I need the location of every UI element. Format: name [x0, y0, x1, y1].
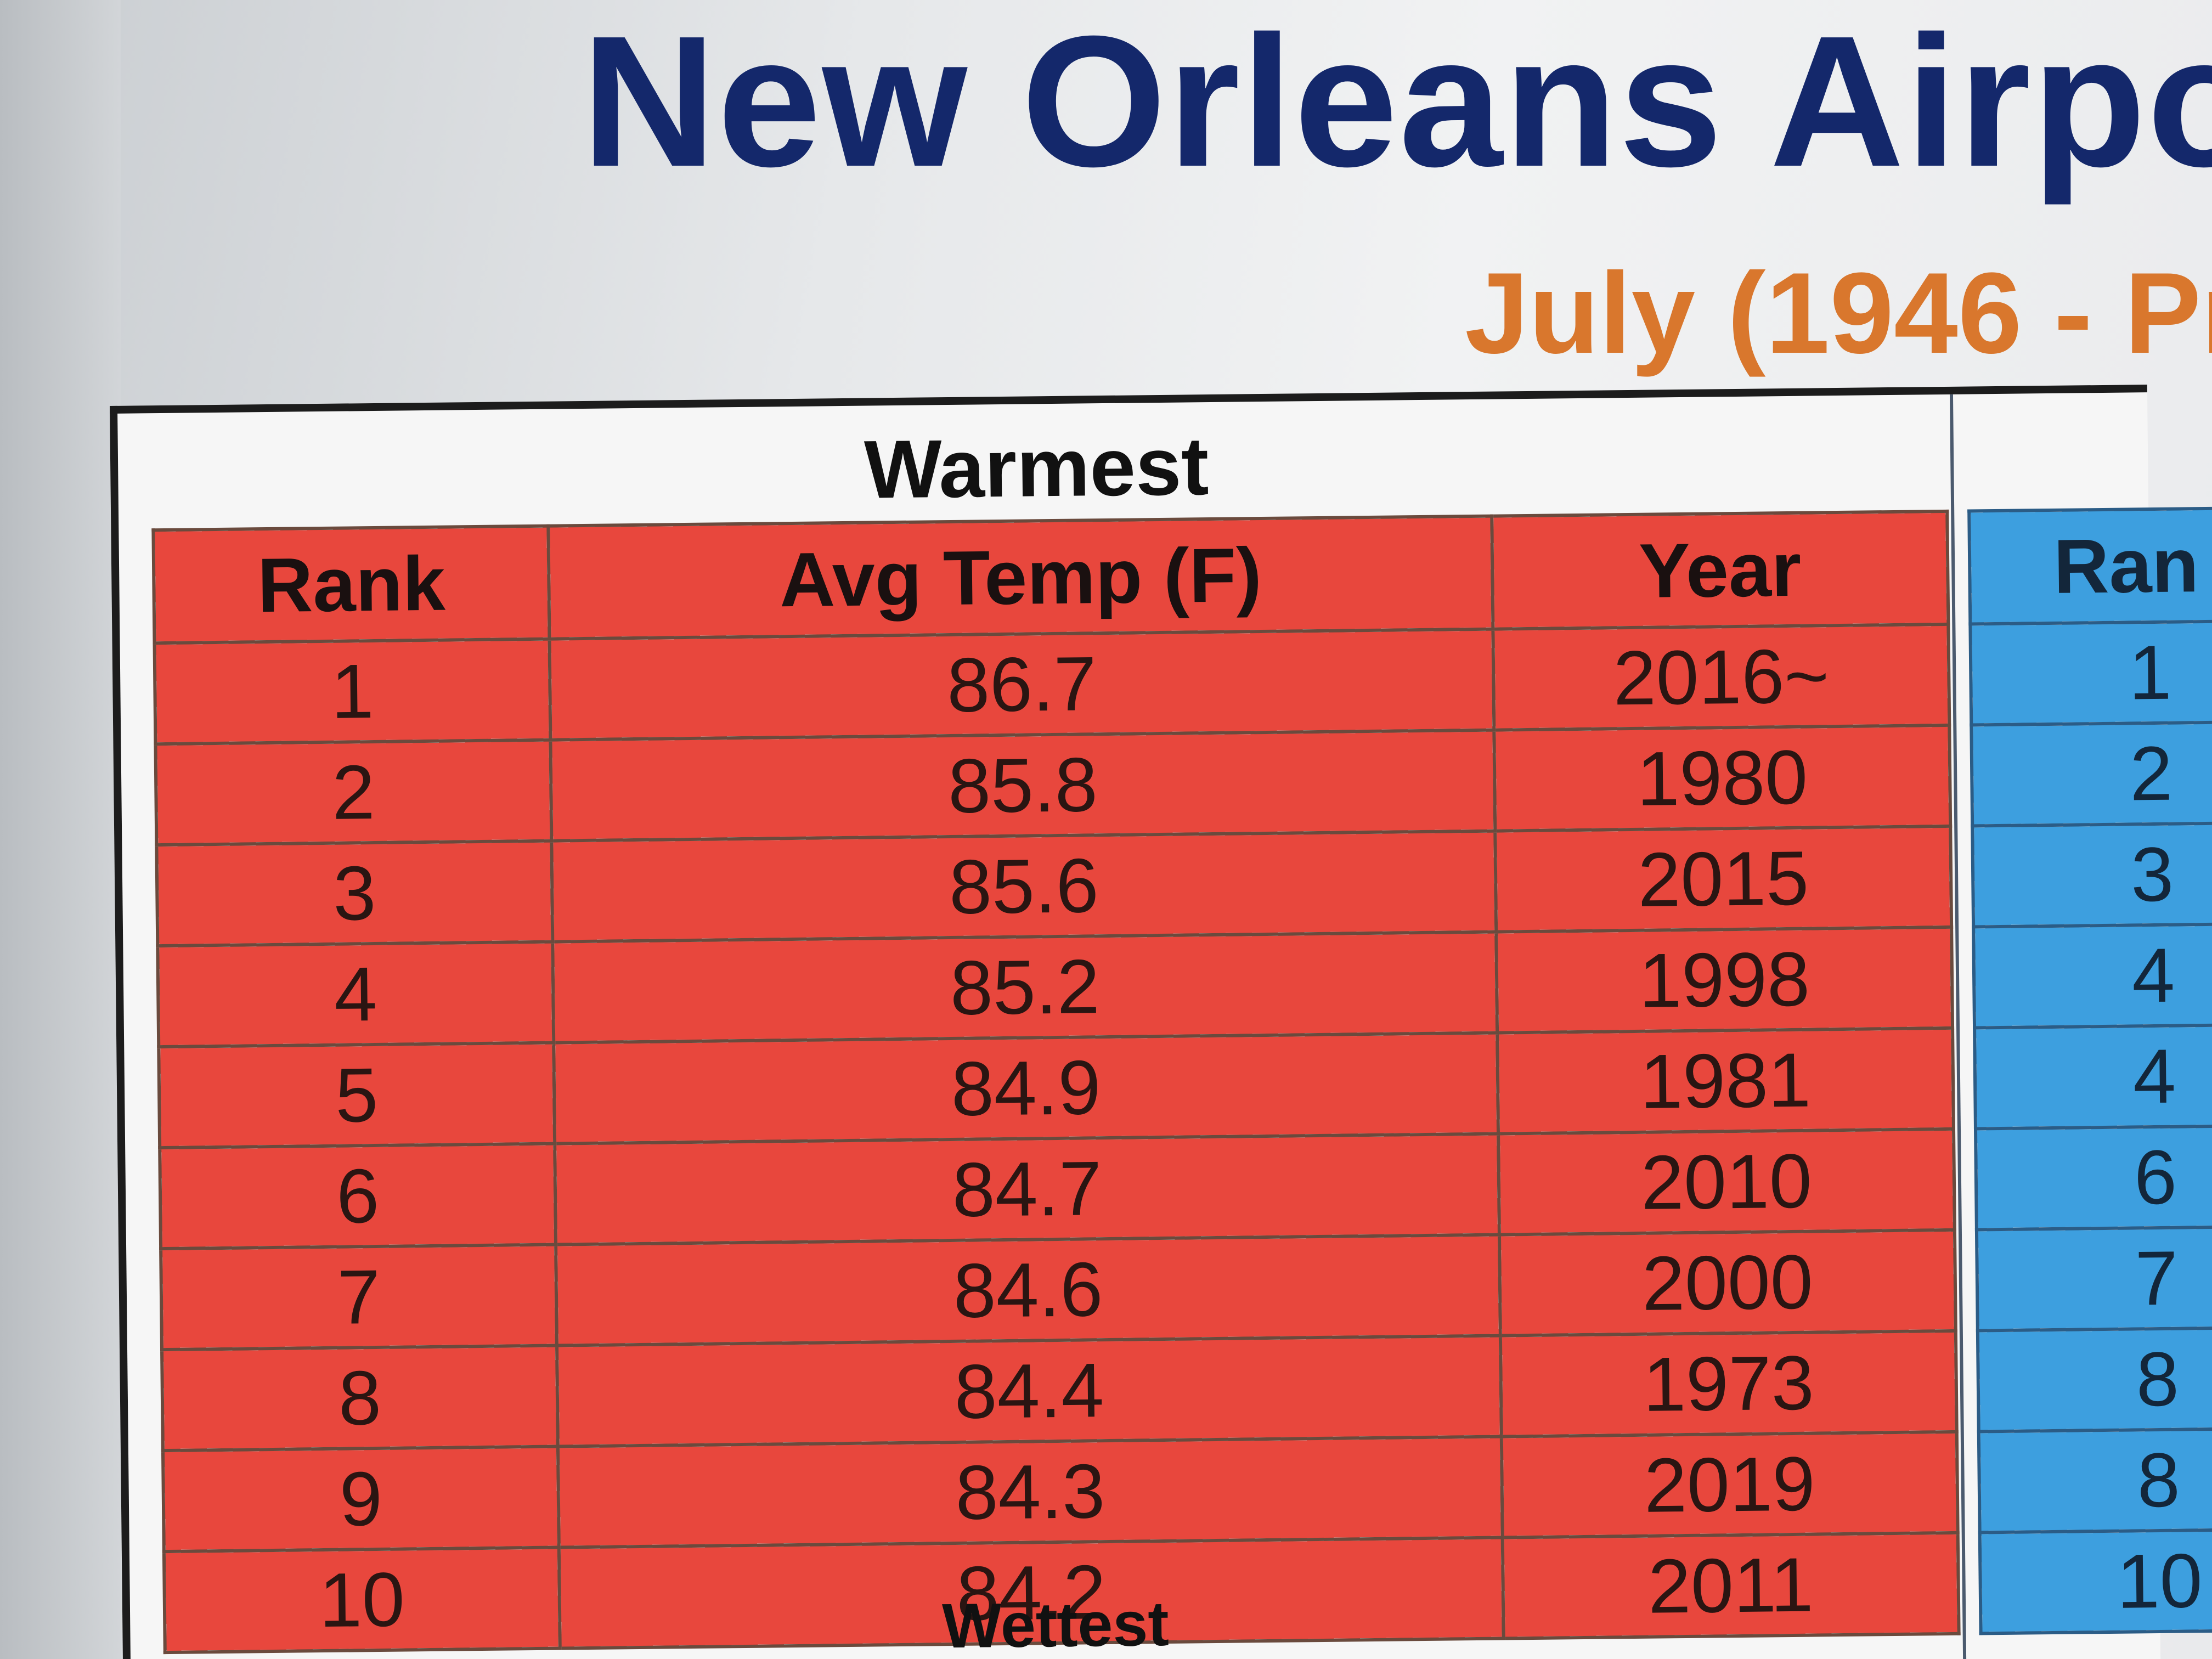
column-header-rank: Rank [153, 526, 550, 644]
year-cell: 2000 [1499, 1229, 1956, 1336]
warmest-heading: Warmest [864, 420, 1210, 516]
temp-cell: 85.8 [550, 730, 1496, 841]
year-cell: 2011 [1502, 1532, 1959, 1639]
rank-cell: 2 [1971, 721, 2212, 826]
warmest-header-row: Rank Avg Temp (F) Year [153, 511, 1949, 644]
table-row: 4 [1973, 923, 2212, 1028]
rank-cell: 1 [1970, 620, 2212, 725]
rank-cell: 10 [1979, 1528, 2212, 1634]
table-row: 10 [1979, 1528, 2212, 1634]
rank-cell: 4 [1973, 923, 2212, 1028]
rank-cell: 8 [162, 1345, 558, 1451]
rank-cell: 3 [156, 840, 553, 946]
records-table-frame: Warmest Rank Avg Temp (F) Year 1 86.7 20… [110, 385, 2212, 1659]
rank-cell: 9 [162, 1446, 559, 1552]
column-header-avg-temp: Avg Temp (F) [548, 516, 1493, 639]
table-row: 4 85.2 1998 [157, 927, 1953, 1047]
year-cell: 2016~ [1493, 624, 1950, 730]
year-cell: 1998 [1496, 927, 1953, 1033]
table-row: 1 [1970, 620, 2212, 725]
table-row: 1 86.7 2016~ [154, 624, 1950, 744]
coolest-header-row: Ran [1969, 507, 2212, 624]
year-cell: 2019 [1501, 1431, 1958, 1538]
year-cell: 1981 [1497, 1028, 1954, 1134]
temp-cell: 84.6 [556, 1234, 1500, 1346]
table-row: 3 [1972, 822, 2212, 927]
temp-cell: 84.4 [556, 1335, 1502, 1447]
coolest-table: Ran 1 2 3 4 4 6 7 8 8 10 [1967, 506, 2212, 1635]
table-row: 6 [1975, 1125, 2212, 1230]
table-row: 9 84.3 2019 [162, 1431, 1958, 1552]
temp-cell: 86.7 [549, 629, 1494, 740]
rank-cell: 1 [154, 639, 551, 744]
rank-cell: 2 [155, 740, 552, 845]
table-row: 8 [1977, 1327, 2212, 1432]
year-cell: 2010 [1498, 1128, 1955, 1235]
year-cell: 2015 [1495, 826, 1952, 932]
column-header-rank-cool: Ran [1969, 507, 2212, 624]
table-row: 4 [1974, 1024, 2212, 1129]
table-row: 3 85.6 2015 [156, 826, 1952, 946]
table-row: 5 84.9 1981 [159, 1028, 1954, 1148]
rank-cell: 8 [1977, 1327, 2212, 1432]
temp-cell: 84.7 [555, 1133, 1499, 1245]
rank-cell: 8 [1978, 1427, 2212, 1533]
rank-cell: 4 [1974, 1024, 2212, 1129]
page-subtitle: July (1946 - Pre [1465, 249, 2212, 377]
temp-cell: 85.2 [552, 932, 1498, 1043]
year-cell: 1980 [1494, 725, 1951, 831]
temp-cell: 85.6 [551, 831, 1497, 942]
wettest-heading: Wettest [941, 1588, 1170, 1659]
table-row: 7 84.6 2000 [161, 1229, 1956, 1350]
rank-cell: 5 [159, 1042, 555, 1148]
table-row: 8 [1978, 1427, 2212, 1533]
temp-cell: 84.3 [557, 1436, 1503, 1548]
monitor-bezel [0, 0, 121, 1659]
rank-cell: 7 [161, 1244, 557, 1350]
rank-cell: 7 [1976, 1226, 2212, 1331]
page-title: New Orleans Airport [582, 0, 2212, 206]
table-row: 8 84.4 1973 [162, 1330, 1957, 1451]
rank-cell: 3 [1972, 822, 2212, 927]
table-row: 6 84.7 2010 [160, 1128, 1955, 1249]
table-row: 2 85.8 1980 [155, 725, 1951, 845]
rank-cell: 10 [163, 1547, 560, 1653]
column-header-year: Year [1492, 511, 1949, 629]
rank-cell: 6 [160, 1143, 556, 1249]
table-row: 2 [1971, 721, 2212, 826]
table-row: 7 [1976, 1226, 2212, 1331]
year-cell: 1973 [1500, 1330, 1957, 1437]
rank-cell: 4 [157, 941, 554, 1047]
rank-cell: 6 [1975, 1125, 2212, 1230]
warmest-table: Rank Avg Temp (F) Year 1 86.7 2016~ 2 85… [151, 510, 1960, 1654]
temp-cell: 84.9 [554, 1032, 1499, 1144]
